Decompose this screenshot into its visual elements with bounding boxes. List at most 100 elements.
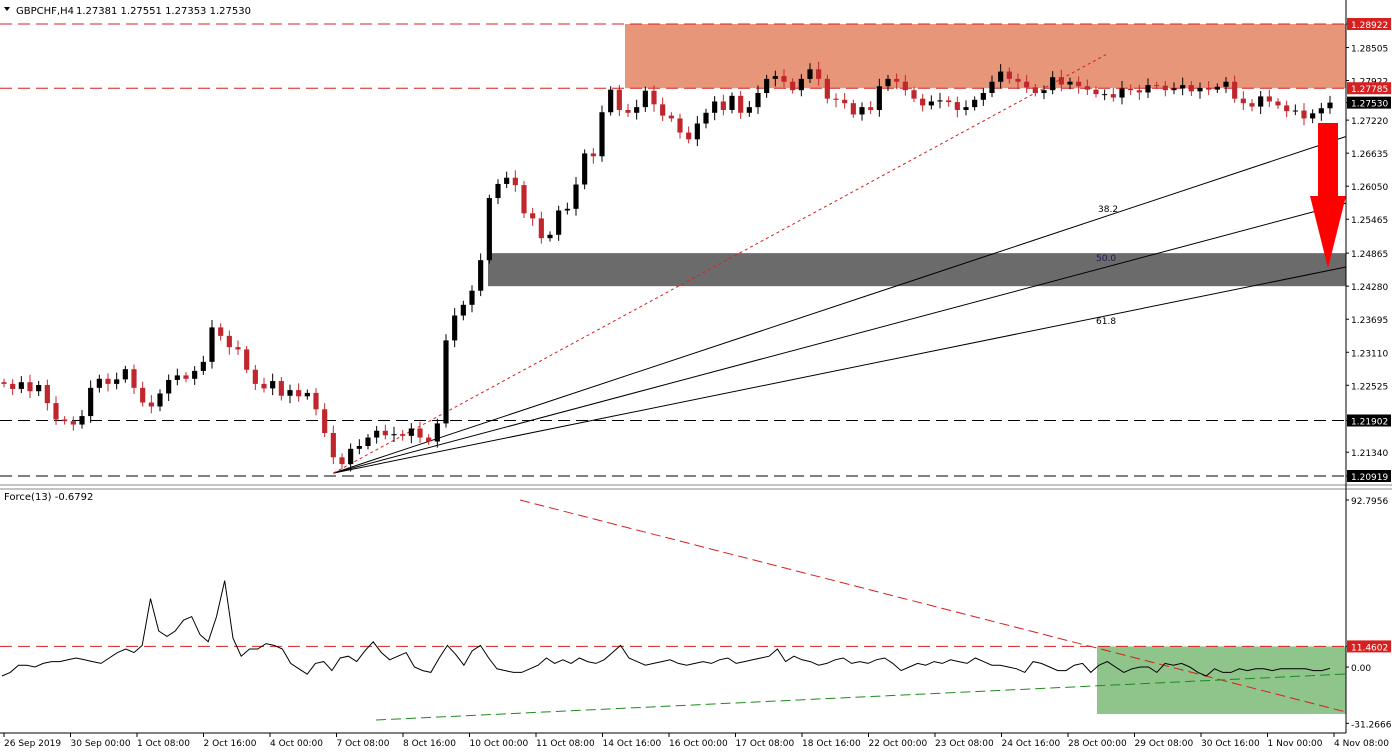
time-label: 22 Oct 00:00 [869, 739, 928, 749]
price-label: 1.26635 [1351, 150, 1388, 160]
candle-body [200, 361, 206, 371]
candle-body [96, 378, 102, 388]
candle-body [946, 100, 952, 103]
candle [616, 84, 622, 117]
candle-body [937, 100, 943, 102]
candle [1284, 100, 1290, 118]
candle [1145, 78, 1151, 98]
candle [278, 376, 284, 401]
candle [62, 416, 68, 425]
candle-body [954, 102, 960, 110]
candle [772, 70, 778, 87]
candle-body [88, 387, 94, 417]
time-label: 2 Oct 16:00 [204, 739, 257, 749]
candle [1180, 77, 1186, 96]
candle [954, 96, 960, 118]
candle [174, 368, 180, 386]
candle-body [928, 101, 934, 106]
candle-body [1050, 77, 1056, 91]
candle [807, 63, 813, 83]
candle [842, 93, 848, 109]
candle-body [27, 382, 33, 392]
candle [573, 177, 579, 216]
candle [634, 99, 640, 120]
time-label: 4 Nov 08:00 [1334, 739, 1389, 749]
candle [1058, 69, 1064, 92]
candle-body [668, 115, 674, 119]
candle-body [1136, 90, 1142, 93]
candle-body [781, 76, 787, 82]
candle [582, 149, 588, 190]
candle-body [1214, 86, 1220, 90]
candle-body [1310, 113, 1316, 119]
time-label: 1 Nov 00:00 [1268, 739, 1323, 749]
time-label: 29 Oct 08:00 [1135, 739, 1194, 749]
candle [1024, 74, 1030, 93]
labels-layer [1310, 123, 1346, 268]
candle [452, 308, 458, 348]
candle-body [998, 71, 1004, 82]
candle [1076, 76, 1082, 94]
candle-body [174, 375, 180, 380]
candle-body [1206, 87, 1212, 90]
candle [1102, 89, 1108, 101]
candle-body [902, 81, 908, 91]
candle-body [1258, 96, 1264, 107]
candle-body [1162, 85, 1168, 91]
candle-body [1102, 94, 1108, 96]
candle-body [105, 378, 111, 384]
candle [859, 102, 865, 121]
candle [400, 430, 406, 441]
force-layer [0, 499, 1347, 721]
candle [131, 364, 137, 394]
candle-body [1032, 87, 1038, 94]
force-label: 92.7956 [1351, 497, 1388, 507]
candle [192, 366, 198, 385]
price-label: 1.22525 [1351, 382, 1388, 392]
candle-body [850, 103, 856, 115]
candle [894, 73, 900, 90]
candle [408, 423, 414, 444]
candle-body [1110, 94, 1116, 98]
price-label: 1.23110 [1351, 349, 1388, 359]
candle [729, 92, 735, 114]
candle [287, 384, 293, 404]
candle [668, 112, 674, 122]
candle [270, 373, 276, 396]
time-label: 28 Oct 00:00 [1068, 739, 1127, 749]
collapse-triangle-icon[interactable] [4, 7, 10, 11]
candle-body [772, 76, 778, 79]
candle-body [1249, 103, 1255, 107]
candle [443, 334, 449, 428]
candle [157, 389, 163, 412]
candle [460, 300, 466, 321]
candle [322, 403, 328, 438]
candle-body [512, 177, 518, 186]
fib-fan-line-0 [333, 136, 1347, 474]
candle-body [131, 369, 137, 388]
candle [512, 170, 518, 192]
candle-body [122, 369, 128, 380]
candle-body [1, 382, 7, 384]
candle-body [140, 387, 146, 403]
candle-body [478, 260, 484, 291]
candle-body [764, 78, 770, 94]
candle-body [1232, 81, 1238, 99]
time-label: 26 Sep 2019 [4, 739, 61, 749]
candle-body [408, 428, 414, 436]
candle-body [278, 381, 284, 396]
candle-body [521, 185, 527, 214]
time-label: 14 Oct 16:00 [603, 739, 662, 749]
candle-body [322, 409, 328, 434]
candle-body [304, 392, 310, 397]
candle-body [746, 107, 752, 113]
candle-body [296, 390, 302, 397]
candle [105, 373, 111, 392]
price-label: 1.27220 [1351, 117, 1388, 127]
candle [1, 378, 7, 388]
candle [963, 100, 969, 116]
candle [1032, 83, 1038, 97]
candle-body [1327, 102, 1333, 109]
candle-body [1024, 81, 1030, 88]
